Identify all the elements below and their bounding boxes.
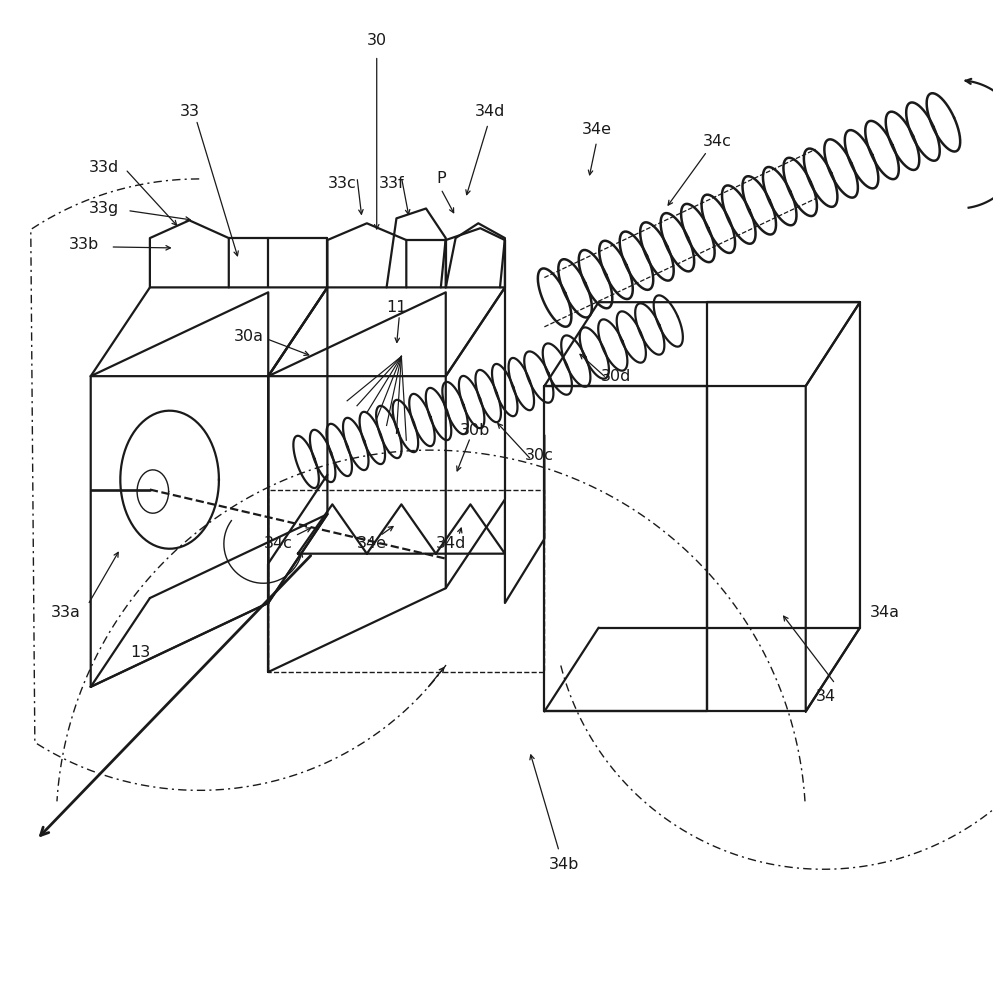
Text: 33c: 33c	[328, 176, 357, 191]
Text: 30d: 30d	[601, 369, 632, 384]
Text: 34e: 34e	[582, 122, 612, 137]
Text: 34b: 34b	[549, 856, 579, 872]
Text: 30b: 30b	[460, 423, 491, 438]
Text: 30: 30	[367, 34, 387, 48]
Text: 33b: 33b	[69, 237, 99, 252]
Text: 34d: 34d	[475, 105, 505, 120]
Text: 33a: 33a	[51, 605, 81, 620]
Text: 33: 33	[179, 105, 199, 120]
Text: 34d: 34d	[436, 536, 466, 551]
Text: P: P	[436, 171, 446, 186]
Text: 34: 34	[815, 689, 836, 704]
Text: 11: 11	[386, 300, 407, 315]
Text: 33f: 33f	[379, 176, 404, 191]
Text: 30c: 30c	[525, 448, 554, 463]
Text: 34c: 34c	[264, 536, 293, 551]
Text: 33g: 33g	[88, 201, 119, 216]
Text: 34c: 34c	[703, 134, 731, 149]
Text: 33d: 33d	[88, 159, 119, 175]
Text: 30a: 30a	[234, 329, 264, 344]
Text: 34e: 34e	[357, 536, 387, 551]
Text: 34a: 34a	[870, 605, 900, 620]
Text: 13: 13	[130, 645, 150, 660]
